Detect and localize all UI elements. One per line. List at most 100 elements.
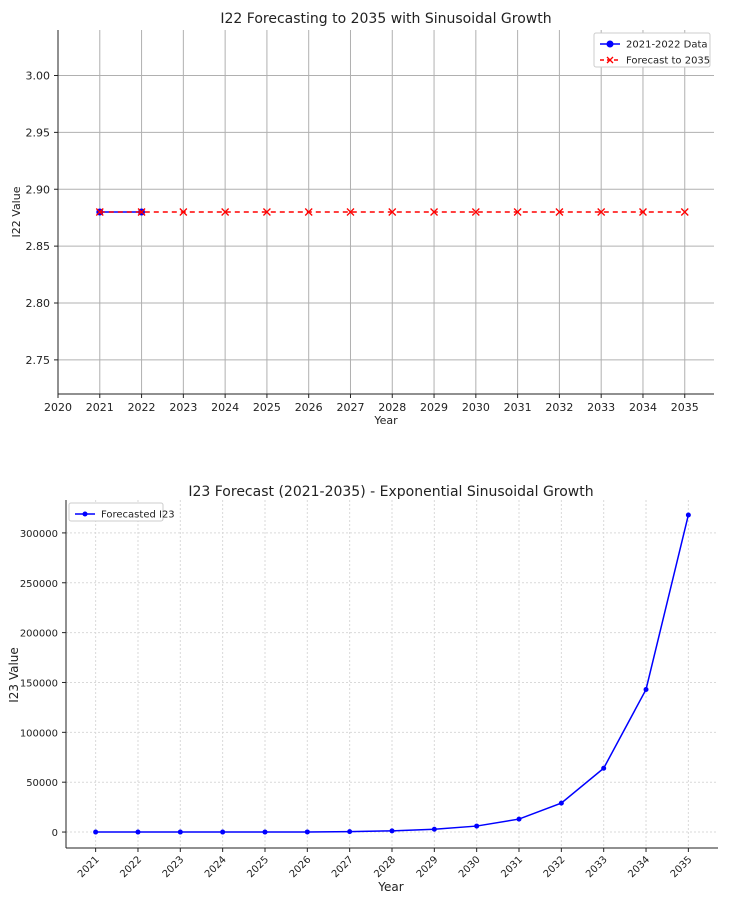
data-point-x <box>346 208 355 216</box>
grid <box>66 500 718 848</box>
y-tick-label: 2.85 <box>26 240 51 253</box>
legend-label: Forecasted I23 <box>101 510 175 521</box>
data-point-x <box>555 208 564 216</box>
y-axis-label: I23 Value <box>7 647 21 703</box>
x-tick-label: 2028 <box>378 401 406 414</box>
legend-box <box>68 502 164 522</box>
x-tick-label: 2032 <box>545 401 573 414</box>
legend-marker <box>606 56 614 64</box>
data-point-x <box>388 208 397 216</box>
marker-stroke <box>597 208 606 216</box>
x-axis-label: Year <box>377 880 403 894</box>
marker-stroke <box>471 208 480 216</box>
data-point <box>558 800 564 806</box>
y-tick-label: 3.00 <box>26 70 51 83</box>
marker-stroke <box>680 208 689 216</box>
legend-marker <box>606 40 614 48</box>
x-tick-label: 2035 <box>669 854 695 880</box>
data-point <box>347 829 353 835</box>
data-point <box>177 829 183 835</box>
y-tick-label: 300000 <box>20 529 58 540</box>
x-tick-label: 2021 <box>76 854 102 880</box>
x-tick-label: 2035 <box>671 401 699 414</box>
data-point-x <box>95 208 104 216</box>
x-tick-label: 2022 <box>128 401 156 414</box>
data-point-x <box>680 208 689 216</box>
data-point <box>135 829 141 835</box>
x-tick-label: 2023 <box>169 401 197 414</box>
marker-stroke <box>262 208 271 216</box>
x-tick-label: 2033 <box>584 854 610 880</box>
data-point <box>601 765 607 771</box>
legend-box <box>593 32 711 68</box>
data-point-x <box>304 208 313 216</box>
y-tick-label: 2.80 <box>26 297 51 310</box>
x-tick-label: 2026 <box>288 854 314 880</box>
x-tick-label: 2030 <box>457 854 483 880</box>
data-point <box>262 829 268 835</box>
i22-forecast-chart: I22 Forecasting to 2035 with Sinusoidal … <box>10 11 714 427</box>
x-tick-label: 2020 <box>44 401 72 414</box>
data-point-x <box>179 208 188 216</box>
marker-stroke <box>555 208 564 216</box>
y-axis-label: I22 Value <box>10 186 23 237</box>
legend-label: Forecast to 2035 <box>626 56 710 67</box>
x-tick-label: 2033 <box>587 401 615 414</box>
x-tick-label: 2025 <box>253 401 281 414</box>
data-point <box>516 816 522 822</box>
x-tick-label: 2029 <box>420 401 448 414</box>
y-tick-label: 150000 <box>20 678 58 689</box>
series-group <box>93 512 691 835</box>
data-point <box>474 823 480 829</box>
data-point-x <box>262 208 271 216</box>
marker-stroke <box>179 208 188 216</box>
x-axis-ticks: 2021 2022 2023 2024 2025 2026 2027 2028 2029 2030… <box>76 848 695 880</box>
marker-stroke <box>388 208 397 216</box>
x-tick-label: 2023 <box>161 854 187 880</box>
marker-stroke <box>221 208 230 216</box>
legend: Forecasted I23 <box>68 502 175 522</box>
y-tick-label: 0 <box>52 828 58 839</box>
data-point <box>220 829 226 835</box>
x-tick-label: 2034 <box>629 401 657 414</box>
y-axis-ticks: 2.75 2.80 2.85 2.90 2.95 3.00 <box>26 70 58 367</box>
data-point-x <box>639 208 647 216</box>
legend-label: 2021-2022 Data <box>626 40 708 51</box>
y-tick-label: 200000 <box>20 629 58 640</box>
chart-title: I23 Forecast (2021-2035) - Exponential S… <box>188 484 593 500</box>
x-tick-label: 2024 <box>211 401 239 414</box>
marker-stroke <box>639 208 647 216</box>
data-point <box>304 829 310 835</box>
x-tick-label: 2027 <box>330 854 356 880</box>
data-point-x <box>513 208 522 216</box>
data-point <box>93 829 99 835</box>
x-tick-label: 2030 <box>462 401 490 414</box>
marker-stroke <box>95 208 104 216</box>
y-axis-ticks: 0 50000 100000 150000 200000 250000 300000 <box>20 529 66 839</box>
y-tick-label: 2.90 <box>26 183 51 196</box>
data-point-x <box>430 208 439 216</box>
x-tick-label: 2025 <box>245 854 271 880</box>
marker-stroke <box>513 208 522 216</box>
y-tick-label: 100000 <box>20 728 58 739</box>
x-tick-label: 2027 <box>336 401 364 414</box>
data-point <box>643 686 649 692</box>
chart-title: I22 Forecasting to 2035 with Sinusoidal … <box>220 11 551 27</box>
x-axis-label: Year <box>373 414 398 427</box>
x-tick-label: 2032 <box>542 854 568 880</box>
data-point-x <box>137 208 146 216</box>
data-point-x <box>471 208 480 216</box>
marker-stroke <box>137 208 146 216</box>
y-tick-label: 250000 <box>20 579 58 590</box>
i23-forecast-chart: I23 Forecast (2021-2035) - Exponential S… <box>7 484 718 894</box>
x-tick-label: 2026 <box>295 401 323 414</box>
marker-stroke <box>430 208 439 216</box>
x-tick-label: 2029 <box>415 854 441 880</box>
axes <box>57 30 714 395</box>
x-tick-label: 2024 <box>203 854 229 880</box>
data-point-x <box>597 208 606 216</box>
data-point-x <box>221 208 230 216</box>
x-tick-label: 2021 <box>86 401 114 414</box>
data-point <box>431 826 437 832</box>
x-tick-label: 2031 <box>499 854 525 880</box>
